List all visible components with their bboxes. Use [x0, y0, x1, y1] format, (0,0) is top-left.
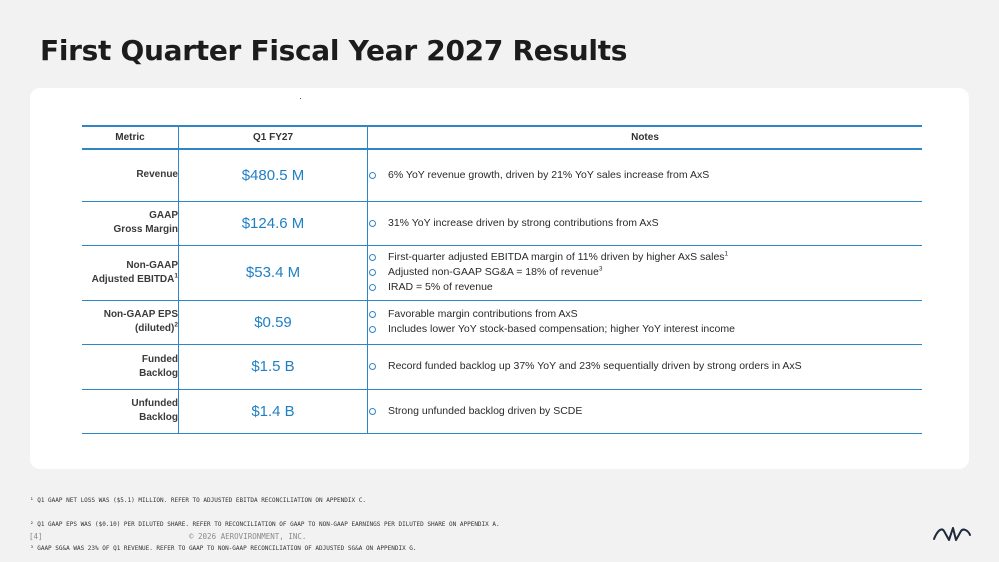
- metric-label-line: Funded: [141, 353, 178, 365]
- metric-label: Non-GAAP EPS (diluted)2: [82, 300, 179, 345]
- copyright: © 2026 AEROVIRONMENT, INC.: [189, 532, 307, 541]
- stray-dot: [300, 98, 301, 99]
- metric-label: Revenue: [82, 149, 179, 202]
- page-number: [4]: [29, 532, 43, 541]
- note-text: 31% YoY increase driven by strong contri…: [388, 216, 659, 229]
- circle-bullet-icon: [369, 254, 376, 261]
- circle-bullet-icon: [369, 284, 376, 291]
- note-text: Includes lower YoY stock-based compensat…: [388, 323, 735, 335]
- circle-bullet-icon: [369, 171, 376, 179]
- metric-label-line: Adjusted EBITDA: [91, 273, 175, 285]
- metric-label-line: Non-GAAP: [126, 259, 178, 271]
- note-item: 6% YoY revenue growth, driven by 21% YoY…: [368, 168, 922, 183]
- metric-label: Non-GAAP Adjusted EBITDA1: [82, 245, 179, 301]
- metric-value: $1.4 B: [178, 389, 368, 434]
- metric-label-line: Non-GAAP EPS: [103, 309, 178, 320]
- footnote-2: ² Q1 GAAP EPS WAS ($0.10) PER DILUTED SH…: [30, 521, 500, 528]
- table-row: Unfunded Backlog $1.4 B Strong unfunded bac…: [82, 389, 922, 434]
- header-metric: Metric: [82, 125, 179, 150]
- circle-bullet-icon: [369, 363, 376, 370]
- table-body: Revenue $480.5 M 6% YoY revenue growth, dr…: [82, 149, 922, 434]
- note-text: First-quarter adjusted EBITDA margin of …: [388, 251, 725, 263]
- av-logo-icon: [933, 527, 971, 541]
- metric-label: GAAP Gross Margin: [82, 201, 179, 246]
- table-row: Non-GAAP EPS (diluted)2 $0.59 Favorable mar…: [82, 300, 922, 345]
- metric-notes: First-quarter adjusted EBITDA margin of …: [367, 245, 922, 301]
- metric-value: $480.5 M: [178, 149, 368, 202]
- metric-label-line: Backlog: [139, 367, 178, 379]
- results-card: Metric Q1 FY27 Notes Revenue $480.5 M 6% Y…: [30, 88, 969, 469]
- metric-label: Unfunded Backlog: [82, 389, 179, 434]
- circle-bullet-icon: [369, 407, 376, 415]
- metric-label-line: Backlog: [139, 412, 178, 423]
- footnotes: ¹ Q1 GAAP NET LOSS WAS ($5.1) MILLION. R…: [30, 481, 500, 561]
- metric-label-line: (diluted): [134, 323, 175, 334]
- header-q1-fy27: Q1 FY27: [178, 125, 368, 150]
- note-text: IRAD = 5% of revenue: [388, 281, 493, 293]
- metric-notes: 31% YoY increase driven by strong contri…: [367, 201, 922, 246]
- note-text: Adjusted non-GAAP SG&A = 18% of revenue: [388, 266, 599, 278]
- metric-notes: 6% YoY revenue growth, driven by 21% YoY…: [367, 149, 922, 202]
- note-item: Includes lower YoY stock-based compensat…: [368, 322, 922, 337]
- metric-value: $124.6 M: [178, 201, 368, 246]
- note-text: 6% YoY revenue growth, driven by 21% YoY…: [388, 168, 710, 181]
- page-title: First Quarter Fiscal Year 2027 Results: [40, 34, 628, 67]
- note-text: Favorable margin contributions from AxS: [388, 308, 578, 320]
- note-item: Record funded backlog up 37% YoY and 23%…: [368, 359, 922, 374]
- metric-label: Funded Backlog: [82, 344, 179, 390]
- circle-bullet-icon: [369, 219, 376, 227]
- metric-notes: Record funded backlog up 37% YoY and 23%…: [367, 344, 922, 390]
- metric-value: $1.5 B: [178, 344, 368, 390]
- table-row: Funded Backlog $1.5 B Record funded backlog…: [82, 344, 922, 390]
- metric-value: $0.59: [178, 300, 368, 345]
- metric-label-line: Unfunded: [131, 398, 178, 409]
- metric-label-line: Gross Margin: [113, 224, 178, 235]
- table-row: Non-GAAP Adjusted EBITDA1 $53.4 M First-qua…: [82, 245, 922, 301]
- footnote-1: ¹ Q1 GAAP NET LOSS WAS ($5.1) MILLION. R…: [30, 497, 366, 504]
- footnote-3: ³ GAAP SG&A WAS 23% OF Q1 REVENUE. REFER…: [30, 545, 417, 552]
- footnote-marker: 2: [174, 321, 178, 329]
- metric-notes: Favorable margin contributions from AxS I…: [367, 300, 922, 345]
- table-row: Revenue $480.5 M 6% YoY revenue growth, dr…: [82, 149, 922, 202]
- table-header-row: Metric Q1 FY27 Notes: [82, 125, 922, 150]
- metric-label-line: GAAP: [149, 210, 178, 221]
- metric-notes: Strong unfunded backlog driven by SCDE: [367, 389, 922, 434]
- note-item: Favorable margin contributions from AxS: [368, 307, 922, 322]
- footnote-marker: 1: [174, 272, 178, 280]
- table-row: GAAP Gross Margin $124.6 M 31% YoY increase…: [82, 201, 922, 246]
- footnote-marker: 3: [598, 265, 603, 273]
- circle-bullet-icon: [369, 269, 376, 276]
- footnote-marker: 1: [724, 250, 729, 258]
- note-item: IRAD = 5% of revenue: [368, 280, 922, 295]
- circle-bullet-icon: [369, 311, 376, 318]
- note-item: 31% YoY increase driven by strong contri…: [368, 216, 922, 231]
- note-text: Strong unfunded backlog driven by SCDE: [388, 404, 583, 417]
- note-item: Adjusted non-GAAP SG&A = 18% of revenue3: [368, 265, 922, 280]
- note-text: Record funded backlog up 37% YoY and 23%…: [388, 360, 802, 372]
- note-item: Strong unfunded backlog driven by SCDE: [368, 404, 922, 419]
- note-item: First-quarter adjusted EBITDA margin of …: [368, 250, 922, 265]
- results-table: Metric Q1 FY27 Notes Revenue $480.5 M 6% Y…: [82, 125, 922, 434]
- circle-bullet-icon: [369, 326, 376, 333]
- metric-value: $53.4 M: [178, 245, 368, 301]
- header-notes: Notes: [367, 125, 922, 150]
- metric-label-line: Revenue: [136, 169, 178, 181]
